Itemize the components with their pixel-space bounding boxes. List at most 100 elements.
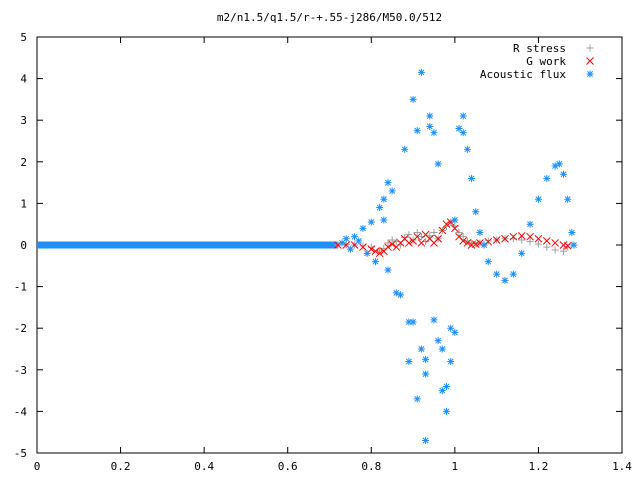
data-point	[392, 289, 400, 297]
data-point	[451, 224, 459, 233]
data-point	[455, 229, 463, 237]
data-point	[384, 243, 392, 251]
y-tick-label: 5	[20, 31, 27, 44]
data-point	[484, 237, 493, 246]
y-tick-label: -1	[14, 281, 27, 294]
data-point	[459, 112, 467, 120]
data-point	[413, 229, 421, 237]
data-point	[526, 238, 534, 246]
data-point	[405, 318, 413, 326]
data-point	[542, 236, 551, 245]
data-point	[471, 240, 480, 249]
data-point	[430, 129, 438, 137]
y-tick-label: -5	[14, 447, 27, 460]
data-point	[388, 240, 397, 249]
data-point	[472, 208, 480, 216]
data-point	[434, 337, 442, 345]
data-point	[397, 291, 405, 299]
data-point	[371, 247, 380, 256]
data-point	[434, 160, 442, 168]
data-point	[409, 318, 417, 326]
x-tick-label: 1.2	[528, 460, 548, 473]
data-point	[426, 122, 434, 130]
data-point	[413, 395, 421, 403]
data-point	[570, 241, 578, 249]
data-point	[388, 236, 396, 244]
data-point	[384, 179, 392, 187]
y-tick-label: 1	[20, 197, 27, 210]
data-point	[560, 247, 567, 255]
data-point	[447, 357, 455, 365]
data-point	[468, 174, 476, 182]
data-point	[534, 234, 543, 243]
data-point	[501, 276, 509, 284]
data-point	[384, 266, 392, 274]
data-point	[484, 237, 492, 245]
data-point	[492, 236, 501, 244]
data-point	[551, 239, 559, 247]
y-tick-label: 4	[20, 73, 27, 86]
data-point	[426, 112, 434, 120]
data-point	[476, 229, 484, 237]
data-point	[586, 57, 594, 65]
data-point	[459, 129, 467, 137]
data-point	[438, 226, 447, 235]
y-tick-label: -3	[14, 364, 27, 377]
data-point	[501, 234, 509, 243]
data-point	[405, 239, 413, 247]
data-point	[422, 355, 430, 363]
data-point	[405, 357, 413, 365]
data-point	[367, 218, 375, 226]
data-point	[484, 258, 492, 266]
x-tick-label: 0.8	[361, 460, 381, 473]
x-tick-label: 0.2	[111, 460, 131, 473]
data-point	[346, 245, 354, 253]
data-point	[443, 382, 450, 390]
y-tick-label: 3	[20, 114, 27, 127]
data-point	[543, 243, 551, 251]
series-g-work	[334, 218, 572, 258]
data-point	[438, 387, 446, 395]
legend-label: G work	[526, 55, 566, 68]
legend-marker	[586, 70, 594, 78]
data-point	[409, 236, 417, 244]
legend-label: R stress	[513, 42, 566, 55]
data-point	[413, 232, 422, 241]
data-point	[526, 220, 534, 228]
data-point	[443, 407, 450, 415]
y-tick-label: 0	[20, 239, 27, 252]
data-point	[405, 231, 413, 239]
data-point	[359, 224, 367, 232]
data-point	[564, 195, 572, 203]
data-point	[351, 233, 359, 241]
data-point	[551, 162, 559, 170]
legend-marker	[586, 44, 594, 52]
series-acoustic-flux	[338, 68, 578, 445]
data-point	[480, 241, 488, 249]
data-point	[359, 243, 367, 251]
data-point	[459, 236, 468, 245]
chart-title: m2/n1.5/q1.5/r-+.55-j286/M50.0/512	[217, 11, 442, 24]
data-point	[551, 246, 559, 254]
y-tick-label: -2	[14, 322, 27, 335]
data-point	[493, 270, 501, 278]
data-point	[375, 249, 384, 258]
axis-ticks: 0 0.2 0.4 0.6 0.8 1 1.2 1.4 -5 -4 -3 -2 -1 0 1 2 3 4 5	[14, 31, 633, 473]
data-point	[376, 204, 384, 212]
data-point	[568, 229, 576, 237]
data-point	[518, 249, 526, 257]
data-point	[417, 345, 425, 353]
data-point	[526, 232, 534, 241]
series-layer	[334, 68, 578, 445]
data-point	[438, 345, 446, 353]
data-point	[342, 235, 350, 243]
data-point	[517, 231, 526, 240]
data-point	[401, 145, 409, 153]
data-point	[355, 237, 363, 245]
data-point	[409, 95, 417, 103]
y-tick-label: -4	[14, 405, 28, 418]
data-point	[518, 236, 526, 244]
